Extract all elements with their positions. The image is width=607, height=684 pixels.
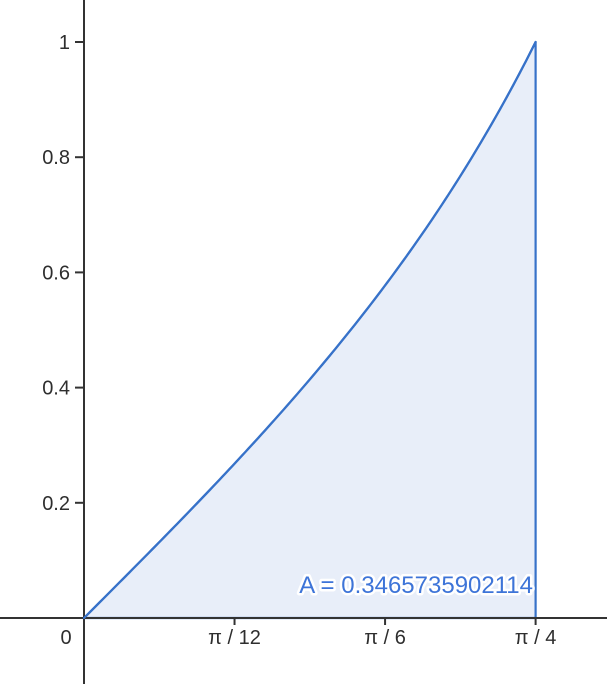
y-tick-label: 0.2 [42, 493, 70, 515]
x-axis-ticks: π / 12 π / 6 π / 4 0 [60, 618, 556, 649]
origin-label: 0 [60, 627, 71, 649]
y-tick-label: 1 [59, 32, 70, 54]
y-tick-label: 0.4 [42, 378, 70, 400]
y-axis-ticks: 0.2 0.4 0.6 0.8 1 [42, 32, 84, 515]
x-tick-label: π / 4 [515, 627, 557, 649]
y-tick-label: 0.8 [42, 147, 70, 169]
area-label[interactable]: A = 0.3465735902114 [297, 570, 536, 602]
y-tick-label: 0.6 [42, 262, 70, 284]
x-tick-label: π / 12 [208, 627, 261, 649]
x-tick-label: π / 6 [364, 627, 406, 649]
shaded-area-region[interactable] [82, 40, 537, 620]
tangent-curve[interactable] [82, 40, 537, 620]
